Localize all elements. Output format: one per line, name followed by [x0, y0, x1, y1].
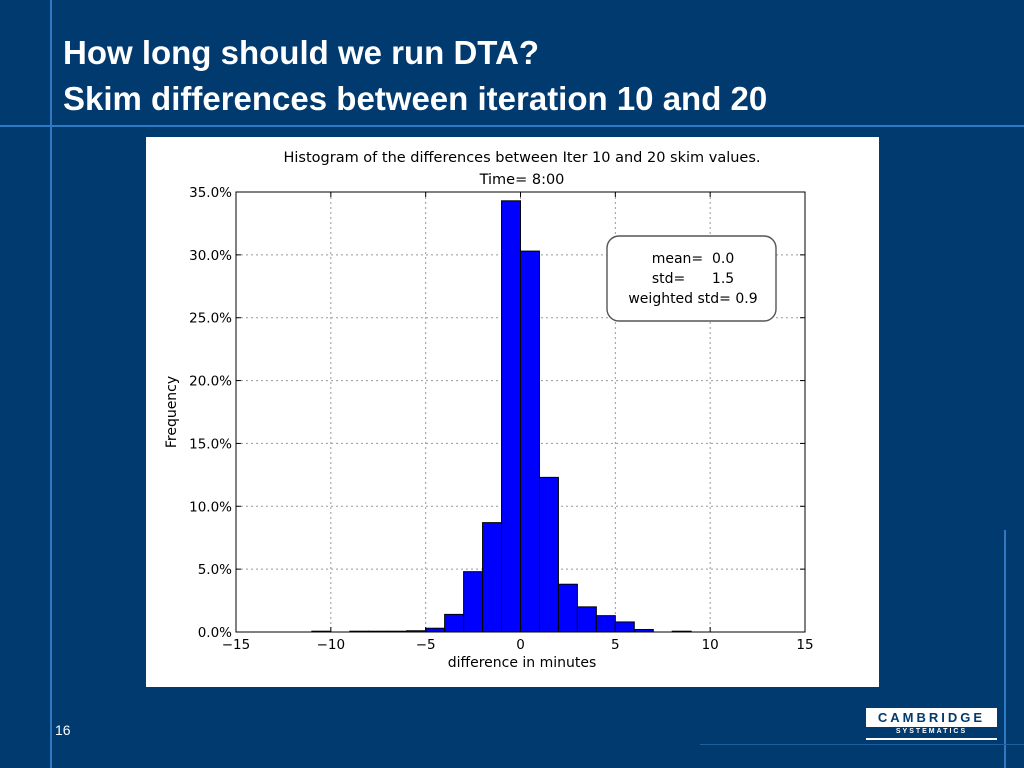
y-tick-label: 30.0%	[189, 248, 232, 264]
stats-mean: mean= 0.0	[652, 251, 735, 267]
stats-std: std= 1.5	[652, 271, 734, 287]
histogram-chart: Histogram of the differences between Ite…	[164, 150, 814, 671]
y-tick-label: 10.0%	[189, 499, 232, 515]
x-axis-label: difference in minutes	[448, 655, 597, 671]
histogram-bar	[425, 627, 446, 633]
histogram-bar	[595, 615, 616, 633]
x-tick-label: 0	[516, 637, 525, 653]
chart-title-line-1: Histogram of the differences between Ite…	[283, 150, 760, 166]
logo-text-top: CAMBRIDGE	[877, 710, 986, 725]
vertical-accent-line	[50, 0, 52, 768]
histogram-bar	[576, 606, 597, 633]
horizontal-accent-line	[0, 125, 1024, 127]
bottom-accent-line	[700, 744, 1024, 745]
y-tick-label: 15.0%	[189, 436, 232, 452]
logo-bar	[866, 727, 997, 738]
histogram-bars	[311, 200, 692, 633]
x-tick-label: −10	[317, 637, 346, 653]
x-tick-label: 10	[702, 637, 719, 653]
chart-title-line-2: Time= 8:00	[479, 172, 565, 188]
histogram-bar	[444, 613, 465, 633]
histogram-bar	[614, 621, 635, 633]
y-axis-label: Frequency	[164, 376, 180, 448]
y-tick-label: 25.0%	[189, 311, 232, 327]
y-tick-label: 0.0%	[198, 625, 232, 641]
slide-title-line-2: Skim differences between iteration 10 an…	[63, 80, 768, 117]
logo-text-bottom: SYSTEMATICS	[895, 728, 968, 735]
histogram-bar	[538, 476, 559, 633]
histogram-bar	[501, 200, 521, 633]
stats-annotation: mean= 0.0 std= 1.5 weighted std= 0.9	[606, 235, 777, 322]
axis-ticks: −15 −10 −5 0 5 10 15 0.0% 5.0% 10.0% 15.0% 20.0% 25.…	[189, 185, 813, 653]
stats-weighted-std: weighted std= 0.9	[628, 291, 757, 307]
chart-panel: Histogram of the differences between Ite…	[146, 137, 879, 687]
x-tick-label: 15	[796, 637, 813, 653]
histogram-bar	[557, 583, 578, 633]
histogram-bar	[520, 250, 540, 633]
y-tick-label: 20.0%	[189, 374, 232, 390]
y-tick-label: 35.0%	[189, 185, 232, 201]
histogram-bar	[463, 571, 484, 633]
slide-title-line-1: How long should we run DTA?	[63, 34, 540, 71]
slide-title: How long should we run DTA? Skim differe…	[63, 30, 767, 122]
cambridge-systematics-logo: CAMBRIDGE SYSTEMATICS	[866, 708, 997, 740]
stats-annotation-box	[606, 235, 777, 322]
x-tick-label: −15	[222, 637, 251, 653]
x-tick-label: 5	[611, 637, 620, 653]
y-tick-label: 5.0%	[198, 562, 232, 578]
right-accent-line	[1004, 530, 1006, 768]
x-tick-label: −5	[416, 637, 436, 653]
page-number: 16	[55, 722, 71, 738]
histogram-bar	[482, 522, 503, 633]
